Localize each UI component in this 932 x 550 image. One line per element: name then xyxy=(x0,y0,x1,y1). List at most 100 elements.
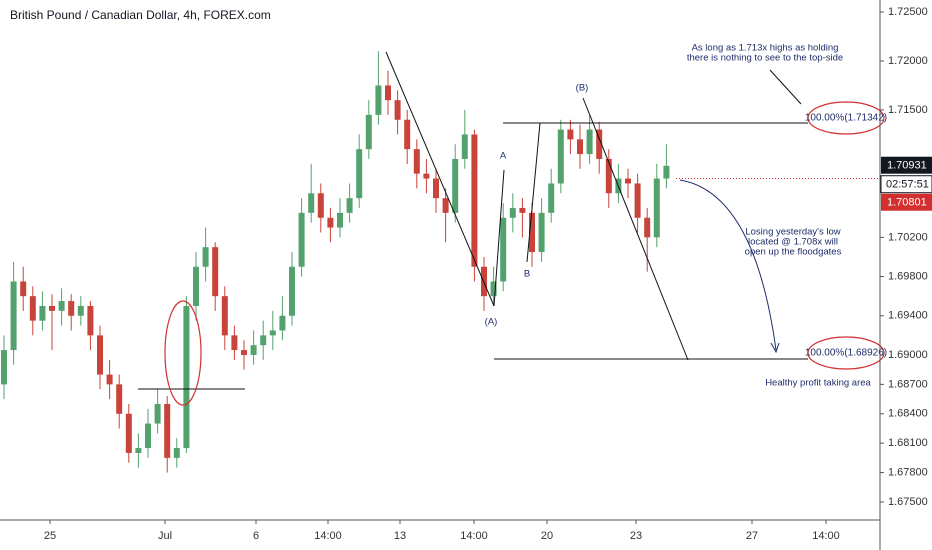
candle-body xyxy=(452,158,459,213)
note: Healthy profit taking area xyxy=(765,378,871,389)
countdown-label: 02:57:51 xyxy=(886,179,929,191)
arrow-head xyxy=(770,342,780,354)
chart-title: British Pound / Canadian Dollar, 4h, FOR… xyxy=(10,8,271,22)
candle-body xyxy=(87,305,94,336)
drawings xyxy=(138,51,808,390)
y-tick-label: 1.68700 xyxy=(888,378,928,390)
candle-body xyxy=(509,207,516,218)
y-tick-label: 1.69800 xyxy=(888,270,928,282)
x-tick-label: 23 xyxy=(630,530,642,542)
candle-body xyxy=(202,247,209,267)
candle-body xyxy=(385,85,391,101)
candle-body xyxy=(135,448,142,453)
y-tick-label: 1.67800 xyxy=(888,466,928,478)
candle-body xyxy=(557,129,564,184)
candle-body xyxy=(663,165,670,179)
candle-body xyxy=(279,315,286,331)
wave-label: (A) xyxy=(485,317,498,328)
candle-body xyxy=(317,193,324,218)
last-price-label: 1.70931 xyxy=(887,160,927,172)
candle-body xyxy=(423,173,430,179)
candle-body xyxy=(567,129,574,140)
x-tick-label: 13 xyxy=(394,530,406,542)
candle-body xyxy=(10,281,17,351)
candle-body xyxy=(125,413,132,453)
candle-body xyxy=(500,217,507,282)
highlight-ellipse xyxy=(807,336,885,370)
candle-body xyxy=(193,266,199,306)
candle-body xyxy=(644,217,651,238)
candle-body xyxy=(68,301,75,316)
price-badges: 1.70931 02:57:51 1.70801 xyxy=(880,156,932,211)
candle-body xyxy=(337,212,343,228)
candle-body xyxy=(212,247,219,297)
candle-body xyxy=(221,296,228,336)
candle-body xyxy=(154,403,161,424)
pointer-line xyxy=(769,69,802,105)
y-tick-label: 1.70200 xyxy=(888,231,928,243)
candle-body xyxy=(413,149,420,174)
candle-body xyxy=(231,335,238,351)
candle-body xyxy=(260,335,267,346)
candle-body xyxy=(461,134,468,159)
x-tick-label: 14:00 xyxy=(460,530,488,542)
candle-body xyxy=(106,374,113,385)
candle-body xyxy=(605,158,612,194)
note: there is nothing to see to the top-side xyxy=(687,53,843,64)
candle-body xyxy=(269,330,276,336)
candle-body xyxy=(116,384,123,414)
x-tick-label: 25 xyxy=(44,530,56,542)
highlights xyxy=(164,101,885,406)
bid-price-label: 1.70801 xyxy=(887,197,927,209)
candle-body xyxy=(404,119,411,150)
x-tick-label: 14:00 xyxy=(314,530,342,542)
y-tick-label: 1.68100 xyxy=(888,437,928,449)
candle-body xyxy=(183,305,190,449)
candle-body xyxy=(97,335,103,375)
candle-body xyxy=(20,281,27,297)
candle-body xyxy=(490,281,497,297)
target-label: 100.00%(1.68926) xyxy=(805,348,887,359)
candle-body xyxy=(471,134,478,267)
candle-body xyxy=(298,212,305,267)
y-tick-label: 1.72500 xyxy=(888,6,928,18)
highlight-ellipse xyxy=(807,101,885,135)
y-tick-label: 1.71500 xyxy=(888,104,928,116)
target-label: 100.00%(1.71342) xyxy=(805,113,887,124)
candle-body xyxy=(529,212,535,253)
trend-line xyxy=(493,169,505,307)
candle-body xyxy=(586,129,593,155)
candle-body xyxy=(58,301,65,311)
wave-label: (B) xyxy=(576,83,589,94)
candle-body xyxy=(308,193,315,213)
tick-layer: 1.72500 1.72000 1.71500 1.70200 1.69800 1.694… xyxy=(44,6,928,542)
bid-price-badge xyxy=(881,193,932,211)
candle-body xyxy=(327,217,334,228)
candle-body xyxy=(39,305,46,321)
x-tick-label: 27 xyxy=(746,530,758,542)
candle-body xyxy=(653,178,660,238)
y-tick-label: 1.67500 xyxy=(888,496,928,508)
candle-body xyxy=(596,129,603,159)
candle-body xyxy=(173,448,180,458)
x-tick-label: 20 xyxy=(541,530,553,542)
candle-body xyxy=(577,139,583,155)
candle-body xyxy=(433,178,439,199)
wave-label: A xyxy=(500,151,507,162)
note: Losing yesterday's low xyxy=(745,227,840,238)
last-price-badge xyxy=(881,156,932,174)
y-tick-label: 1.69400 xyxy=(888,310,928,322)
candle-body xyxy=(145,423,151,449)
candle-body xyxy=(1,350,7,385)
candle-body xyxy=(442,198,449,213)
candle-body xyxy=(29,296,36,321)
candle-body xyxy=(241,350,247,355)
countdown-badge xyxy=(880,175,932,194)
y-tick-label: 1.69000 xyxy=(888,349,928,361)
candle-body xyxy=(548,183,555,213)
y-tick-label: 1.72000 xyxy=(888,55,928,67)
wave-label: B xyxy=(524,269,530,280)
